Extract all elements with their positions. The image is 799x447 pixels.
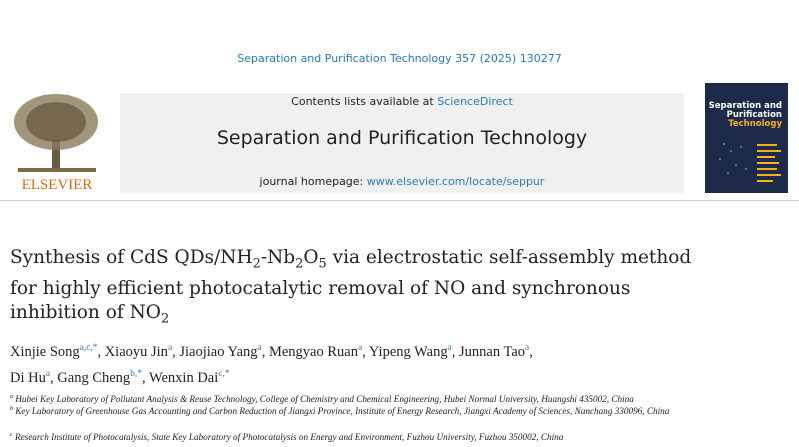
- author[interactable]: Xinjie Song: [10, 343, 80, 360]
- author[interactable]: Yipeng Wang: [368, 343, 448, 360]
- author-affiliation-marker[interactable]: c,*: [218, 368, 230, 379]
- affiliation-b: b Key Laboratory of Greenhouse Gas Accou…: [10, 406, 670, 417]
- author[interactable]: Xiaoyu Jin: [104, 343, 168, 360]
- author-affiliation-marker[interactable]: a: [357, 343, 363, 353]
- author-list: Xinjie Songa,c,*, Xiaoyu Jina, Jiaojiao …: [10, 343, 533, 386]
- author-affiliation-marker[interactable]: a: [447, 343, 452, 353]
- cover-title: Separation and Purification Technology: [708, 101, 782, 129]
- affiliation-c: c Research Institute of Photocatalysis, …: [10, 432, 564, 443]
- journal-cover[interactable]: Separation and Purification Technology: [705, 83, 788, 193]
- homepage-label: journal homepage:: [259, 175, 367, 188]
- header-divider: [0, 200, 799, 201]
- author-affiliation-marker[interactable]: a: [257, 343, 262, 353]
- author[interactable]: Junnan Tao: [459, 343, 526, 360]
- cover-art: [719, 143, 781, 182]
- elsevier-logo: ELSEVIER: [8, 92, 106, 193]
- contents-line: Contents lists available at ScienceDirec…: [120, 95, 684, 108]
- affiliation-a: a Hubei Key Laboratory of Pollutant Anal…: [10, 394, 634, 405]
- author-affiliation-marker[interactable]: a,c,*: [79, 343, 98, 353]
- author[interactable]: Gang Cheng: [57, 369, 131, 386]
- author-affiliation-marker[interactable]: a: [45, 368, 51, 379]
- svg-text:ELSEVIER: ELSEVIER: [22, 177, 93, 192]
- author[interactable]: Wenxin Dai: [148, 369, 219, 386]
- author[interactable]: Di Hu: [10, 369, 46, 386]
- homepage-link[interactable]: www.elsevier.com/locate/seppur: [366, 175, 545, 188]
- author[interactable]: Mengyao Ruan: [268, 343, 358, 360]
- article-title: Synthesis of CdS QDs/NH2-Nb2O5 via elect…: [10, 247, 692, 327]
- author-affiliation-marker[interactable]: a: [167, 343, 173, 353]
- homepage-line: journal homepage: www.elsevier.com/locat…: [120, 175, 684, 188]
- author-affiliation-marker[interactable]: b,*: [130, 368, 142, 379]
- sciencedirect-link[interactable]: ScienceDirect: [437, 95, 513, 108]
- author[interactable]: Jiaojiao Yang: [179, 343, 258, 360]
- contents-label: Contents lists available at: [291, 95, 438, 108]
- journal-title: Separation and Purification Technology: [216, 127, 588, 149]
- journal-reference[interactable]: Separation and Purification Technology 3…: [237, 52, 562, 65]
- journal-banner: Contents lists available at ScienceDirec…: [120, 93, 684, 193]
- author-affiliation-marker[interactable]: a: [525, 343, 530, 353]
